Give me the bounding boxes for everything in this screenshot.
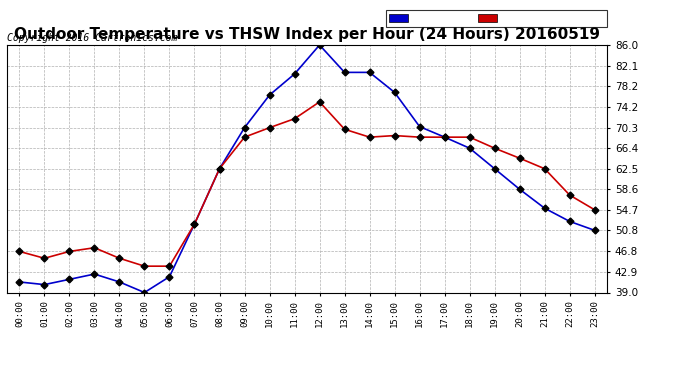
Text: Copyright 2016 Cartronics.com: Copyright 2016 Cartronics.com — [7, 33, 177, 42]
Title: Outdoor Temperature vs THSW Index per Hour (24 Hours) 20160519: Outdoor Temperature vs THSW Index per Ho… — [14, 27, 600, 42]
Legend: THSW  (°F), Temperature  (°F): THSW (°F), Temperature (°F) — [386, 10, 607, 27]
